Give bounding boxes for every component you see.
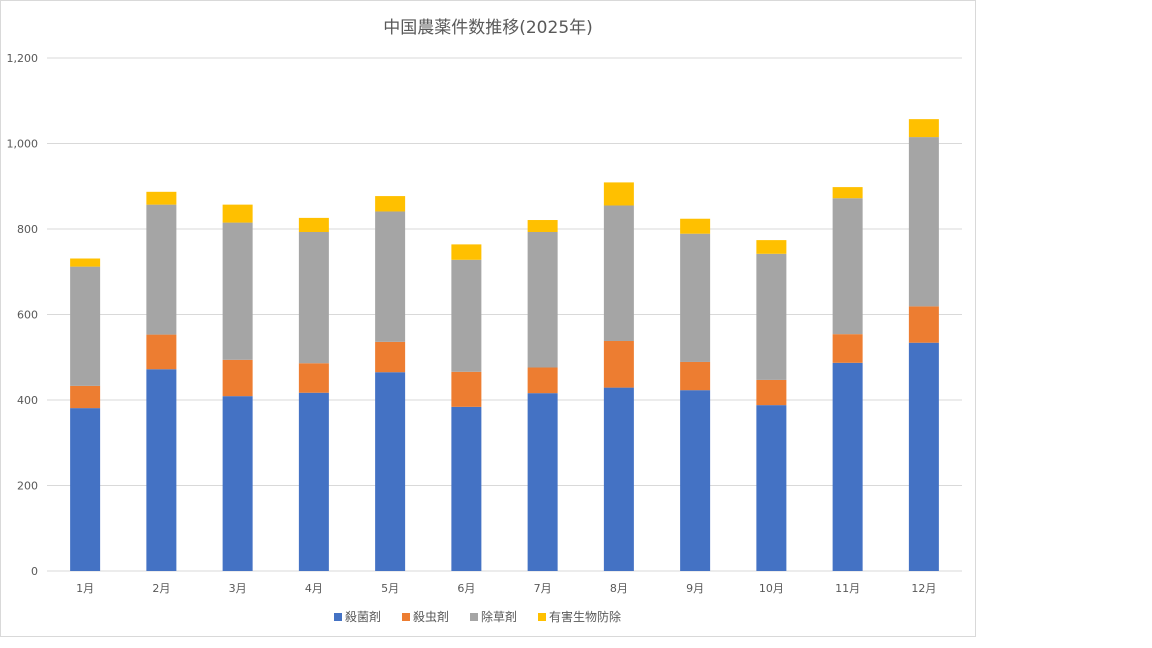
bar-segment-殺菌剤-6月 bbox=[451, 406, 482, 571]
bar-segment-殺虫剤-8月 bbox=[603, 341, 634, 388]
bar-segment-除草剤-3月 bbox=[222, 222, 253, 360]
bar-segment-殺虫剤-3月 bbox=[222, 359, 253, 397]
legend-swatch bbox=[402, 613, 410, 621]
x-tick-label: 3月 bbox=[229, 582, 247, 595]
bar-segment-殺虫剤-11月 bbox=[832, 334, 863, 363]
y-tick-label: 200 bbox=[17, 480, 38, 493]
bar-segment-除草剤-8月 bbox=[603, 205, 634, 342]
bar-segment-殺虫剤-10月 bbox=[756, 379, 787, 406]
y-tick-label: 1,000 bbox=[7, 138, 39, 151]
bar-segment-有害生物防除-3月 bbox=[222, 204, 253, 223]
bar-segment-除草剤-12月 bbox=[908, 137, 939, 307]
bar-segment-有害生物防除-11月 bbox=[832, 187, 863, 199]
bar-segment-殺虫剤-2月 bbox=[146, 334, 177, 370]
bar-segment-有害生物防除-7月 bbox=[527, 220, 558, 232]
bar-segment-有害生物防除-2月 bbox=[146, 191, 177, 205]
bar-segment-有害生物防除-12月 bbox=[908, 119, 939, 138]
bar-segment-殺虫剤-4月 bbox=[298, 363, 329, 393]
bar-segment-除草剤-4月 bbox=[298, 231, 329, 364]
bar-segment-有害生物防除-4月 bbox=[298, 217, 329, 232]
x-tick-label: 5月 bbox=[381, 582, 399, 595]
bar-segment-殺虫剤-1月 bbox=[70, 385, 101, 409]
bar-segment-殺菌剤-9月 bbox=[680, 390, 711, 571]
bar-segment-除草剤-10月 bbox=[756, 253, 787, 380]
bar-segment-有害生物防除-10月 bbox=[756, 240, 787, 254]
bar-segment-殺菌剤-5月 bbox=[375, 372, 406, 571]
bar-segment-殺菌剤-7月 bbox=[527, 393, 558, 571]
bar-segment-有害生物防除-1月 bbox=[70, 258, 101, 267]
bar-segment-殺虫剤-5月 bbox=[375, 341, 406, 373]
legend-swatch bbox=[470, 613, 478, 621]
bar-segment-有害生物防除-9月 bbox=[680, 218, 711, 234]
bar-segment-除草剤-6月 bbox=[451, 259, 482, 372]
bar-segment-殺虫剤-12月 bbox=[908, 306, 939, 343]
x-tick-label: 12月 bbox=[911, 582, 936, 595]
legend-swatch bbox=[334, 613, 342, 621]
bar-segment-有害生物防除-6月 bbox=[451, 244, 482, 260]
bar-segment-殺菌剤-4月 bbox=[298, 392, 329, 571]
bar-segment-殺虫剤-7月 bbox=[527, 367, 558, 394]
bar-segment-有害生物防除-5月 bbox=[375, 196, 406, 212]
bar-segment-除草剤-7月 bbox=[527, 231, 558, 368]
bar-segment-殺虫剤-6月 bbox=[451, 371, 482, 407]
bar-segment-殺虫剤-9月 bbox=[680, 361, 711, 391]
y-tick-label: 800 bbox=[17, 223, 38, 236]
legend-label: 除草剤 bbox=[481, 609, 517, 624]
x-tick-label: 2月 bbox=[152, 582, 170, 595]
bar-segment-殺菌剤-12月 bbox=[908, 342, 939, 571]
x-tick-label: 8月 bbox=[610, 582, 628, 595]
legend-label: 有害生物防除 bbox=[549, 609, 621, 624]
chart-title: 中国農薬件数推移(2025年) bbox=[383, 18, 593, 38]
bar-segment-殺菌剤-8月 bbox=[603, 387, 634, 571]
y-tick-label: 0 bbox=[31, 565, 38, 578]
legend-swatch bbox=[538, 613, 546, 621]
bar-segment-殺菌剤-3月 bbox=[222, 396, 253, 571]
bar-segment-除草剤-9月 bbox=[680, 233, 711, 362]
legend-label: 殺菌剤 bbox=[345, 609, 381, 624]
bar-segment-除草剤-5月 bbox=[375, 211, 406, 342]
bar-segment-除草剤-11月 bbox=[832, 198, 863, 335]
bar-segment-殺菌剤-11月 bbox=[832, 362, 863, 571]
x-tick-label: 6月 bbox=[457, 582, 475, 595]
bar-segment-除草剤-2月 bbox=[146, 204, 177, 335]
bar-segment-殺菌剤-1月 bbox=[70, 408, 101, 571]
x-tick-label: 9月 bbox=[686, 582, 704, 595]
bar-segment-殺菌剤-10月 bbox=[756, 405, 787, 571]
x-tick-label: 10月 bbox=[759, 582, 784, 595]
bar-segment-除草剤-1月 bbox=[70, 266, 101, 386]
x-tick-label: 7月 bbox=[534, 582, 552, 595]
x-tick-label: 1月 bbox=[76, 582, 94, 595]
bar-segment-殺菌剤-2月 bbox=[146, 369, 177, 571]
bar-segment-有害生物防除-8月 bbox=[603, 182, 634, 206]
y-tick-label: 600 bbox=[17, 309, 38, 322]
y-tick-label: 1,200 bbox=[7, 52, 39, 65]
legend-label: 殺虫剤 bbox=[413, 609, 449, 624]
y-tick-label: 400 bbox=[17, 394, 38, 407]
x-tick-label: 11月 bbox=[835, 582, 860, 595]
x-tick-label: 4月 bbox=[305, 582, 323, 595]
